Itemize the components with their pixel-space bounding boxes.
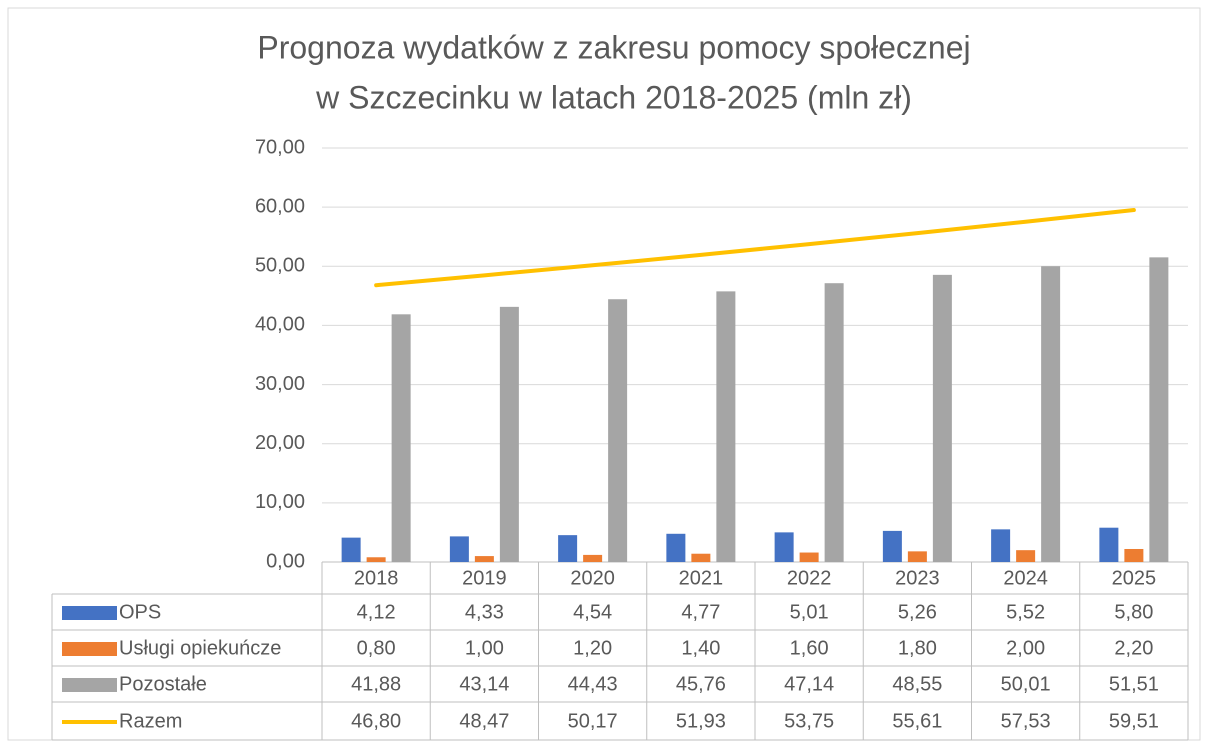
legend-label: Razem xyxy=(119,710,182,732)
table-value: 1,20 xyxy=(573,637,612,659)
table-value: 4,54 xyxy=(573,601,612,623)
table-value: 48,47 xyxy=(459,710,509,732)
table-value: 0,80 xyxy=(357,637,396,659)
table-value: 50,01 xyxy=(1001,673,1051,695)
bar xyxy=(366,557,386,562)
table-value: 59,51 xyxy=(1109,710,1159,732)
y-tick-label: 30,00 xyxy=(255,373,305,395)
bar xyxy=(449,536,469,562)
table-value: 1,80 xyxy=(898,637,937,659)
table-value: 53,75 xyxy=(784,710,834,732)
bar xyxy=(583,554,603,562)
bar xyxy=(1149,257,1169,562)
table-value: 46,80 xyxy=(351,710,401,732)
bar xyxy=(716,291,736,562)
table-value: 51,93 xyxy=(676,710,726,732)
x-tick-label: 2018 xyxy=(354,567,399,589)
y-tick-label: 20,00 xyxy=(255,432,305,454)
bar xyxy=(666,533,686,562)
x-tick-label: 2020 xyxy=(570,567,615,589)
bar xyxy=(608,299,628,562)
legend-label: Pozostałe xyxy=(119,673,207,695)
table-value: 1,40 xyxy=(681,637,720,659)
x-tick-label: 2022 xyxy=(787,567,832,589)
table-value: 55,61 xyxy=(892,710,942,732)
table-value: 5,52 xyxy=(1006,601,1045,623)
x-tick-label: 2025 xyxy=(1112,567,1157,589)
y-tick-label: 10,00 xyxy=(255,491,305,513)
table-value: 4,12 xyxy=(357,601,396,623)
table-value: 48,55 xyxy=(892,673,942,695)
table-value: 43,14 xyxy=(459,673,509,695)
bar xyxy=(1124,548,1144,562)
table-value: 4,77 xyxy=(681,601,720,623)
table-value: 50,17 xyxy=(568,710,618,732)
x-tick-label: 2021 xyxy=(679,567,724,589)
table-value: 1,60 xyxy=(790,637,829,659)
bar xyxy=(499,306,519,562)
bar xyxy=(474,556,494,562)
bar xyxy=(558,535,578,562)
bar xyxy=(907,551,927,562)
legend-label: OPS xyxy=(119,601,161,623)
bar xyxy=(391,314,411,562)
legend-key xyxy=(62,642,117,656)
x-tick-label: 2019 xyxy=(462,567,507,589)
table-value: 45,76 xyxy=(676,673,726,695)
legend-label: Usługi opiekuńcze xyxy=(119,637,281,659)
bar xyxy=(824,283,844,562)
y-tick-label: 60,00 xyxy=(255,195,305,217)
bar xyxy=(1016,550,1036,562)
table-value: 1,00 xyxy=(465,637,504,659)
table-value: 5,80 xyxy=(1114,601,1153,623)
table-value: 2,00 xyxy=(1006,637,1045,659)
chart-title: Prognoza wydatków z zakresu pomocy społe… xyxy=(257,29,970,65)
bar xyxy=(691,553,711,562)
bar xyxy=(799,552,819,562)
bar xyxy=(882,530,902,562)
table-value: 47,14 xyxy=(784,673,834,695)
table-value: 44,43 xyxy=(568,673,618,695)
table-value: 5,01 xyxy=(790,601,829,623)
bar xyxy=(1099,527,1119,562)
chart-title: w Szczecinku w latach 2018-2025 (mln zł) xyxy=(315,79,912,115)
bar xyxy=(341,537,361,562)
chart-border xyxy=(7,7,1201,741)
bar xyxy=(1041,266,1061,562)
table-value: 4,33 xyxy=(465,601,504,623)
table-value: 5,26 xyxy=(898,601,937,623)
y-tick-label: 40,00 xyxy=(255,314,305,336)
table-value: 57,53 xyxy=(1001,710,1051,732)
table-value: 51,51 xyxy=(1109,673,1159,695)
y-tick-label: 70,00 xyxy=(255,136,305,158)
y-tick-label: 50,00 xyxy=(255,255,305,277)
bar xyxy=(991,529,1011,562)
y-tick-label: 0,00 xyxy=(266,550,305,572)
bar xyxy=(932,274,952,562)
table-value: 41,88 xyxy=(351,673,401,695)
table-value: 2,20 xyxy=(1114,637,1153,659)
bar xyxy=(774,532,794,562)
legend-key xyxy=(62,678,117,692)
x-tick-label: 2024 xyxy=(1003,567,1048,589)
legend-key xyxy=(62,606,117,620)
x-tick-label: 2023 xyxy=(895,567,940,589)
line xyxy=(374,208,1136,288)
